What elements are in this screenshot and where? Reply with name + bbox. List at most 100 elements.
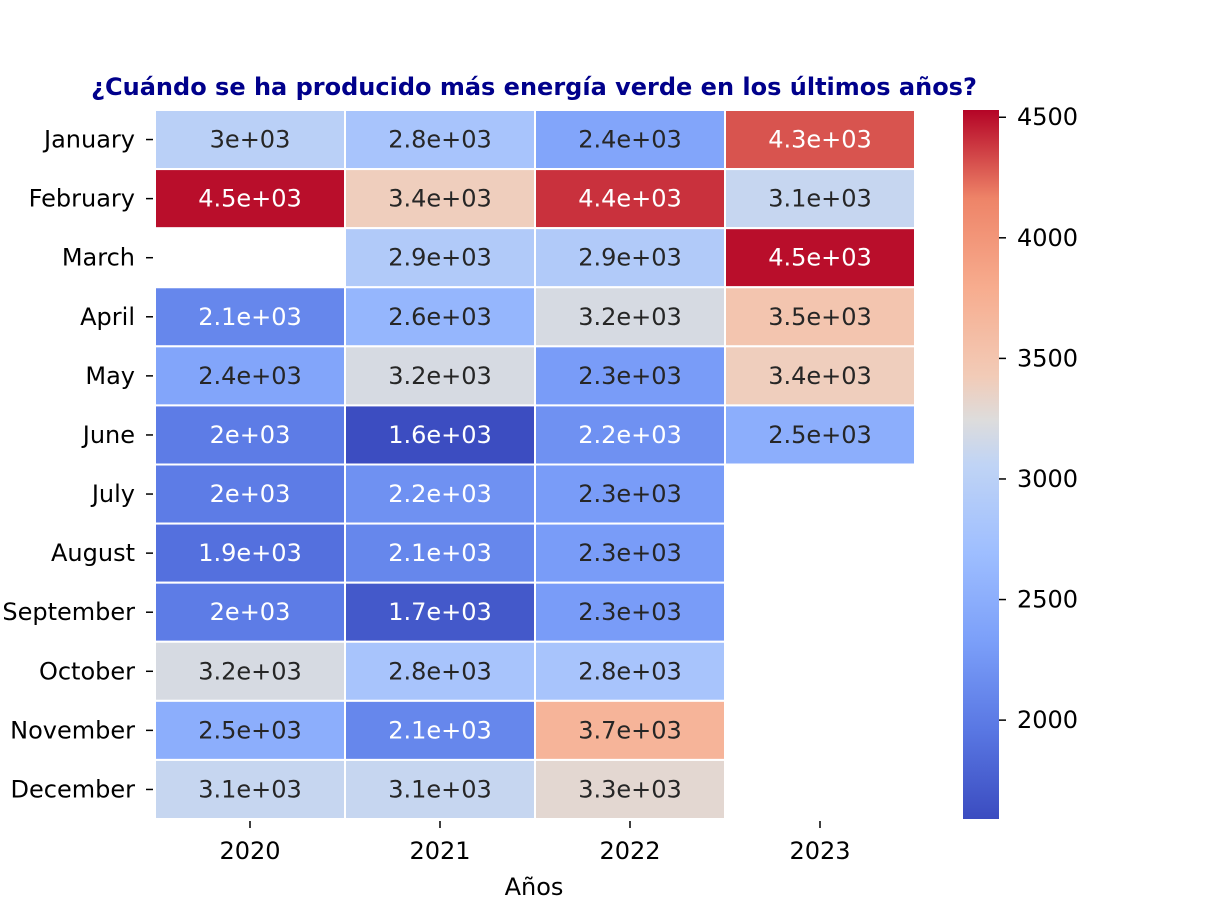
heatmap-cells [154,109,916,821]
y-tick-label: August [51,539,135,567]
heatmap-cell [534,522,726,584]
cell-value-label: 2.5e+03 [768,421,872,449]
cell-value-label: 4.5e+03 [198,185,302,213]
cell-value-label: 2.9e+03 [388,244,492,272]
cell-value-label: 4.3e+03 [768,126,872,154]
y-tick-label: July [90,480,135,508]
heatmap-cell [344,699,536,761]
x-tick-label: 2020 [219,837,280,865]
cell-value-label: 3.1e+03 [198,775,302,803]
y-tick-label: March [62,244,135,272]
y-axis: January February March April May June July Augu… [2,126,153,803]
cell-value-label: 3.5e+03 [768,303,872,331]
heatmap-cell [154,522,346,584]
x-axis-label: Años [505,873,564,901]
cell-value-label: 3.3e+03 [578,775,682,803]
cell-value-label: 2.8e+03 [388,657,492,685]
cell-value-label: 3.7e+03 [578,716,682,744]
colorbar-tick-label: 2000 [1017,706,1078,734]
cell-value-label: 2.8e+03 [388,126,492,154]
heatmap-cell [154,345,346,407]
heatmap-cell [344,109,536,171]
heatmap-cell [154,168,346,230]
colorbar-tick-label: 3500 [1017,344,1078,372]
y-tick-label: December [11,775,136,803]
cell-value-label: 2.9e+03 [578,244,682,272]
cell-value-label: 2.1e+03 [198,303,302,331]
heatmap-cell [534,286,726,348]
y-tick-label: January [42,126,135,154]
colorbar-tick-label: 2500 [1017,586,1078,614]
cell-value-label: 3.4e+03 [388,185,492,213]
cell-value-label: 1.9e+03 [198,539,302,567]
y-tick-label: June [81,421,135,449]
cell-value-label: 2.3e+03 [578,598,682,626]
cell-value-label: 3.2e+03 [388,362,492,390]
heatmap-cell [344,168,536,230]
y-tick-label: October [39,657,135,685]
cell-value-label: 2.4e+03 [198,362,302,390]
cell-value-label: 1.7e+03 [388,598,492,626]
colorbar [963,110,999,819]
colorbar-tick-label: 4500 [1017,103,1078,131]
heatmap-cell [724,404,916,466]
heatmap-cell [154,758,346,821]
chart-title: ¿Cuándo se ha producido más energía verd… [91,73,977,101]
cell-value-label: 3.2e+03 [578,303,682,331]
heatmap-cell [534,345,726,407]
heatmap-cell [344,404,536,466]
heatmap-cell [724,227,916,289]
cell-value-label: 2e+03 [210,421,291,449]
cell-value-label: 2.2e+03 [388,480,492,508]
cell-value-label: 3.1e+03 [768,185,872,213]
heatmap-cell [534,227,726,289]
cell-value-label: 2.3e+03 [578,539,682,567]
heatmap-cell [344,581,536,643]
y-tick-label: April [80,303,135,331]
heatmap-cell [154,109,346,171]
cell-value-label: 3.4e+03 [768,362,872,390]
cell-value-label: 2.3e+03 [578,480,682,508]
y-tick-label: September [2,598,135,626]
cell-value-label: 2.6e+03 [388,303,492,331]
x-tick-label: 2022 [599,837,660,865]
cell-value-label: 1.6e+03 [388,421,492,449]
cell-value-label: 3e+03 [210,126,291,154]
x-tick-label: 2023 [789,837,850,865]
y-tick-label: November [10,716,135,744]
heatmap-cell [154,404,346,466]
heatmap-cell [154,699,346,761]
colorbar-tick-label: 4000 [1017,224,1078,252]
heatmap-cell [344,522,536,584]
cell-value-label: 2.1e+03 [388,539,492,567]
heatmap-cell [724,345,916,407]
heatmap-cell [724,109,916,171]
y-tick-label: May [85,362,135,390]
cell-value-label: 4.5e+03 [768,244,872,272]
x-axis: 2020 2021 2022 2023 [219,821,851,865]
cell-value-label: 4.4e+03 [578,185,682,213]
cell-value-label: 2.2e+03 [578,421,682,449]
heatmap-cell [724,168,916,230]
heatmap-cell-labels: 3e+03 2.8e+03 2.4e+03 4.3e+03 4.5e+03 3.4e+03… [198,126,872,804]
y-tick-label: February [29,185,135,213]
cell-value-label: 2.1e+03 [388,716,492,744]
heatmap-cell [534,758,726,821]
colorbar-tick-label: 3000 [1017,465,1078,493]
cell-value-label: 3.1e+03 [388,775,492,803]
colorbar-ticks: 2000 2500 3000 3500 4000 4500 [999,103,1078,734]
cell-value-label: 2.3e+03 [578,362,682,390]
heatmap-cell [344,758,536,821]
cell-value-label: 2.5e+03 [198,716,302,744]
cell-value-label: 2.8e+03 [578,657,682,685]
cell-value-label: 2e+03 [210,598,291,626]
heatmap-cell [344,345,536,407]
cell-value-label: 2.4e+03 [578,126,682,154]
cell-value-label: 3.2e+03 [198,657,302,685]
cell-value-label: 2e+03 [210,480,291,508]
heatmap-cell [154,286,346,348]
heatmap-cell [534,404,726,466]
heatmap-cell [534,463,726,525]
x-tick-label: 2021 [409,837,470,865]
